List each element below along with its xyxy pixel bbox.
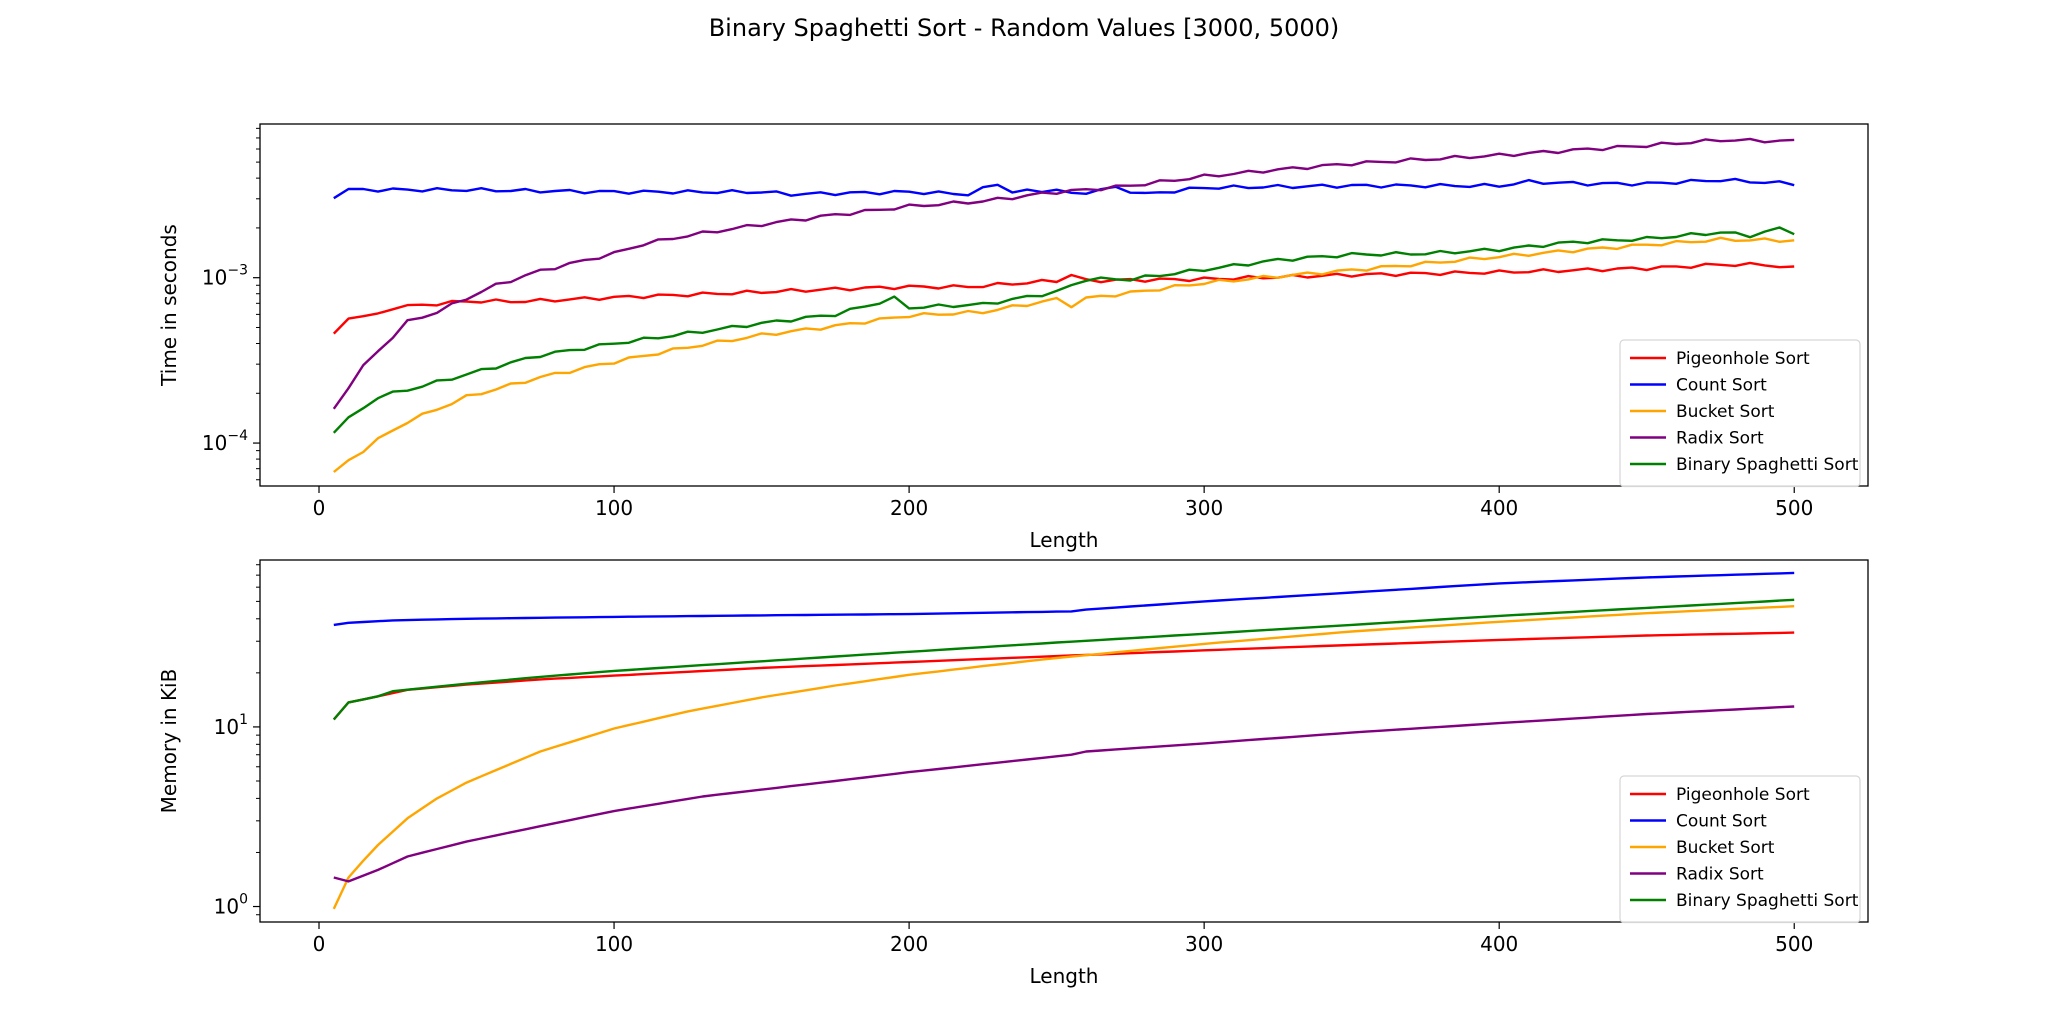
x-tick-label: 100 bbox=[595, 932, 633, 956]
series-line-bucket-sort bbox=[332, 605, 1795, 910]
axes-frame bbox=[259, 123, 1869, 487]
x-tick-label: 100 bbox=[595, 496, 633, 520]
series-line-radix-sort bbox=[332, 137, 1795, 410]
x-axis-label: Length bbox=[1030, 964, 1099, 988]
legend-label: Count Sort bbox=[1676, 812, 1767, 832]
legend-label: Binary Spaghetti Sort bbox=[1676, 455, 1859, 475]
series-line-pigeonhole-sort bbox=[332, 631, 1795, 721]
x-axis-label: Length bbox=[1030, 528, 1099, 552]
series-line-count-sort bbox=[333, 177, 1795, 200]
x-tick-label: 300 bbox=[1185, 932, 1223, 956]
legend: Pigeonhole Sort Count Sort Bucket Sort Radi… bbox=[1619, 775, 1861, 924]
legend-label: Binary Spaghetti Sort bbox=[1676, 891, 1859, 911]
y-tick-label: 10−4 bbox=[202, 428, 248, 455]
legend-box bbox=[1619, 339, 1861, 488]
x-tick-label: 400 bbox=[1480, 932, 1518, 956]
y-tick-label: 101 bbox=[214, 712, 248, 739]
legend-label: Pigeonhole Sort bbox=[1676, 349, 1810, 369]
series-line-bucket-sort bbox=[333, 236, 1795, 473]
legend-label: Radix Sort bbox=[1676, 865, 1764, 885]
y-tick-label: 10−3 bbox=[202, 263, 248, 290]
series-line-binary-spaghetti-sort bbox=[332, 598, 1795, 721]
x-tick-label: 500 bbox=[1775, 496, 1813, 520]
legend: Pigeonhole Sort Count Sort Bucket Sort Radi… bbox=[1619, 339, 1861, 488]
series-line-pigeonhole-sort bbox=[332, 261, 1795, 335]
x-tick-label: 400 bbox=[1480, 496, 1518, 520]
x-tick-label: 200 bbox=[890, 496, 928, 520]
x-tick-label: 0 bbox=[313, 932, 326, 956]
series-line-radix-sort bbox=[333, 705, 1795, 883]
y-axis-label: Time in seconds bbox=[157, 224, 181, 387]
x-tick-label: 500 bbox=[1775, 932, 1813, 956]
chart-panel-2: 0 100 200 300 400 500 101 100 Length Memory in Ki… bbox=[157, 559, 1869, 988]
legend-label: Pigeonhole Sort bbox=[1676, 785, 1810, 805]
axes-frame bbox=[259, 559, 1869, 923]
figure-title: Binary Spaghetti Sort - Random Values [3… bbox=[708, 14, 1340, 42]
x-tick-label: 200 bbox=[890, 932, 928, 956]
x-tick-label: 0 bbox=[313, 496, 326, 520]
legend-box bbox=[1619, 775, 1861, 924]
legend-label: Count Sort bbox=[1676, 376, 1767, 396]
chart-panel-1: 0 100 200 300 400 500 10−3 10−4 Length Time in se… bbox=[157, 123, 1869, 552]
series-line-count-sort bbox=[333, 571, 1795, 627]
legend-label: Bucket Sort bbox=[1676, 402, 1775, 422]
y-axis-label: Memory in KiB bbox=[157, 669, 181, 814]
series-line-binary-spaghetti-sort bbox=[332, 226, 1795, 434]
y-tick-label: 100 bbox=[214, 892, 248, 919]
x-tick-label: 300 bbox=[1185, 496, 1223, 520]
legend-label: Bucket Sort bbox=[1676, 838, 1775, 858]
legend-label: Radix Sort bbox=[1676, 429, 1764, 449]
